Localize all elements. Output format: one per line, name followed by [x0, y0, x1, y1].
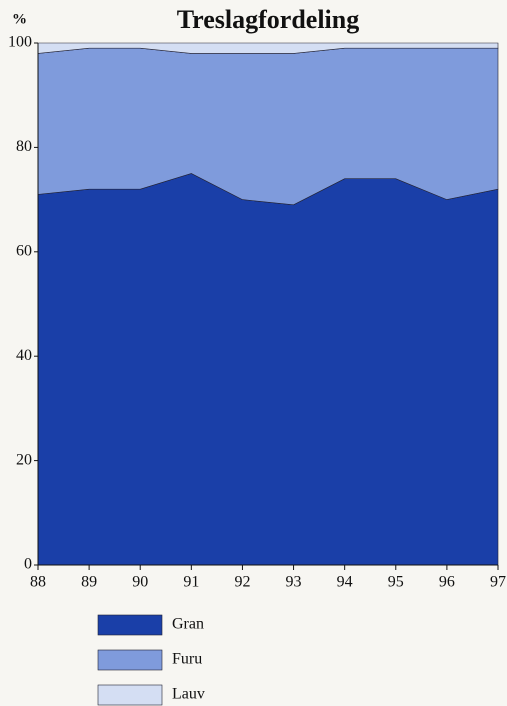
x-tick-label: 92: [234, 574, 250, 591]
y-tick-label: 60: [16, 242, 32, 259]
x-tick-label: 91: [183, 574, 199, 591]
legend-label: Lauv: [172, 686, 205, 703]
y-tick-label: 0: [24, 556, 32, 573]
y-axis-label: %: [12, 11, 27, 27]
x-tick-label: 93: [286, 574, 302, 591]
x-tick-label: 90: [132, 574, 148, 591]
y-tick-label: 20: [16, 451, 32, 468]
legend-swatch: [97, 614, 163, 636]
chart-title: Treslagfordeling: [177, 5, 359, 34]
area: [37, 47, 499, 206]
x-tick-label: 88: [30, 574, 46, 591]
area: [37, 173, 499, 566]
y-tick-label: 40: [16, 347, 32, 364]
x-tick-label: 97: [490, 574, 506, 591]
legend-label: Gran: [172, 616, 204, 633]
x-tick-label: 94: [337, 574, 353, 591]
x-tick-label: 95: [388, 574, 404, 591]
x-tick-label: 89: [81, 574, 97, 591]
legend-swatch: [97, 649, 163, 671]
legend-swatch: [97, 684, 163, 706]
y-tick-label: 100: [8, 34, 32, 51]
area: [37, 42, 499, 54]
x-tick-label: 96: [439, 574, 455, 591]
y-tick-label: 80: [16, 138, 32, 155]
legend-label: Furu: [172, 651, 202, 668]
